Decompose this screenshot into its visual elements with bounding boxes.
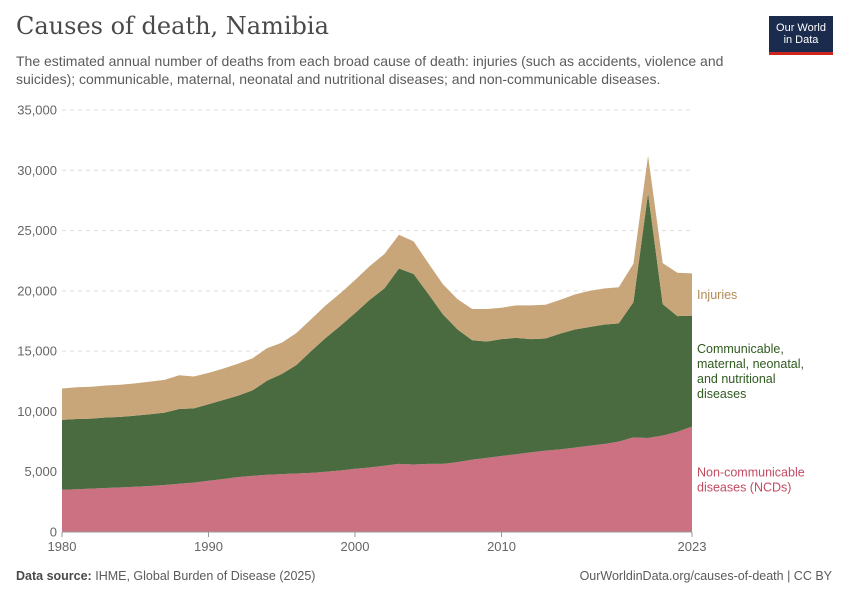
- footer-url[interactable]: OurWorldinData.org/causes-of-death | CC …: [579, 569, 832, 583]
- y-tick-label-0: 0: [50, 525, 57, 540]
- label-communicable-line-2: and nutritional: [697, 372, 776, 386]
- x-tick-label-2023: 2023: [678, 539, 707, 554]
- area-communicable: [62, 193, 692, 490]
- label-ncd: Non-communicable diseases (NCDs): [697, 465, 805, 494]
- chart-subtitle: The estimated annual number of deaths fr…: [16, 53, 724, 87]
- source-text[interactable]: IHME, Global Burden of Disease (2025): [95, 569, 316, 583]
- footer-source: Data source: IHME, Global Burden of Dise…: [16, 569, 315, 583]
- chart-title: Causes of death, Namibia: [16, 12, 329, 40]
- source-label: Data source:: [16, 569, 92, 583]
- label-communicable-line-0: Communicable,: [697, 342, 784, 356]
- x-tick-label-2010: 2010: [487, 539, 516, 554]
- label-ncd-line-1: diseases (NCDs): [697, 480, 791, 494]
- label-ncd-line-0: Non-communicable: [697, 465, 805, 479]
- x-tick-label-1980: 1980: [48, 539, 77, 554]
- area-ncd: [62, 426, 692, 532]
- y-tick-label-25000: 25,000: [17, 223, 57, 238]
- owid-logo[interactable]: Our World in Data: [769, 16, 833, 55]
- label-communicable-line-3: diseases: [697, 387, 746, 401]
- label-injuries-line-0: Injuries: [697, 288, 737, 302]
- logo-line-2: in Data: [783, 34, 819, 46]
- y-tick-label-20000: 20,000: [17, 283, 57, 298]
- label-communicable: Communicable, maternal, neonatal, and nutr…: [697, 342, 804, 401]
- y-tick-label-10000: 10,000: [17, 404, 57, 419]
- area-injuries: [62, 155, 692, 420]
- y-tick-label-5000: 5,000: [24, 464, 57, 479]
- label-communicable-line-1: maternal, neonatal,: [697, 357, 804, 371]
- x-tick-label-1990: 1990: [194, 539, 223, 554]
- y-tick-label-35000: 35,000: [17, 103, 57, 118]
- x-tick-label-2000: 2000: [341, 539, 370, 554]
- y-tick-label-30000: 30,000: [17, 163, 57, 178]
- y-tick-label-15000: 15,000: [17, 344, 57, 359]
- label-injuries: Injuries: [697, 288, 737, 302]
- logo-line-1: Our World: [776, 22, 826, 34]
